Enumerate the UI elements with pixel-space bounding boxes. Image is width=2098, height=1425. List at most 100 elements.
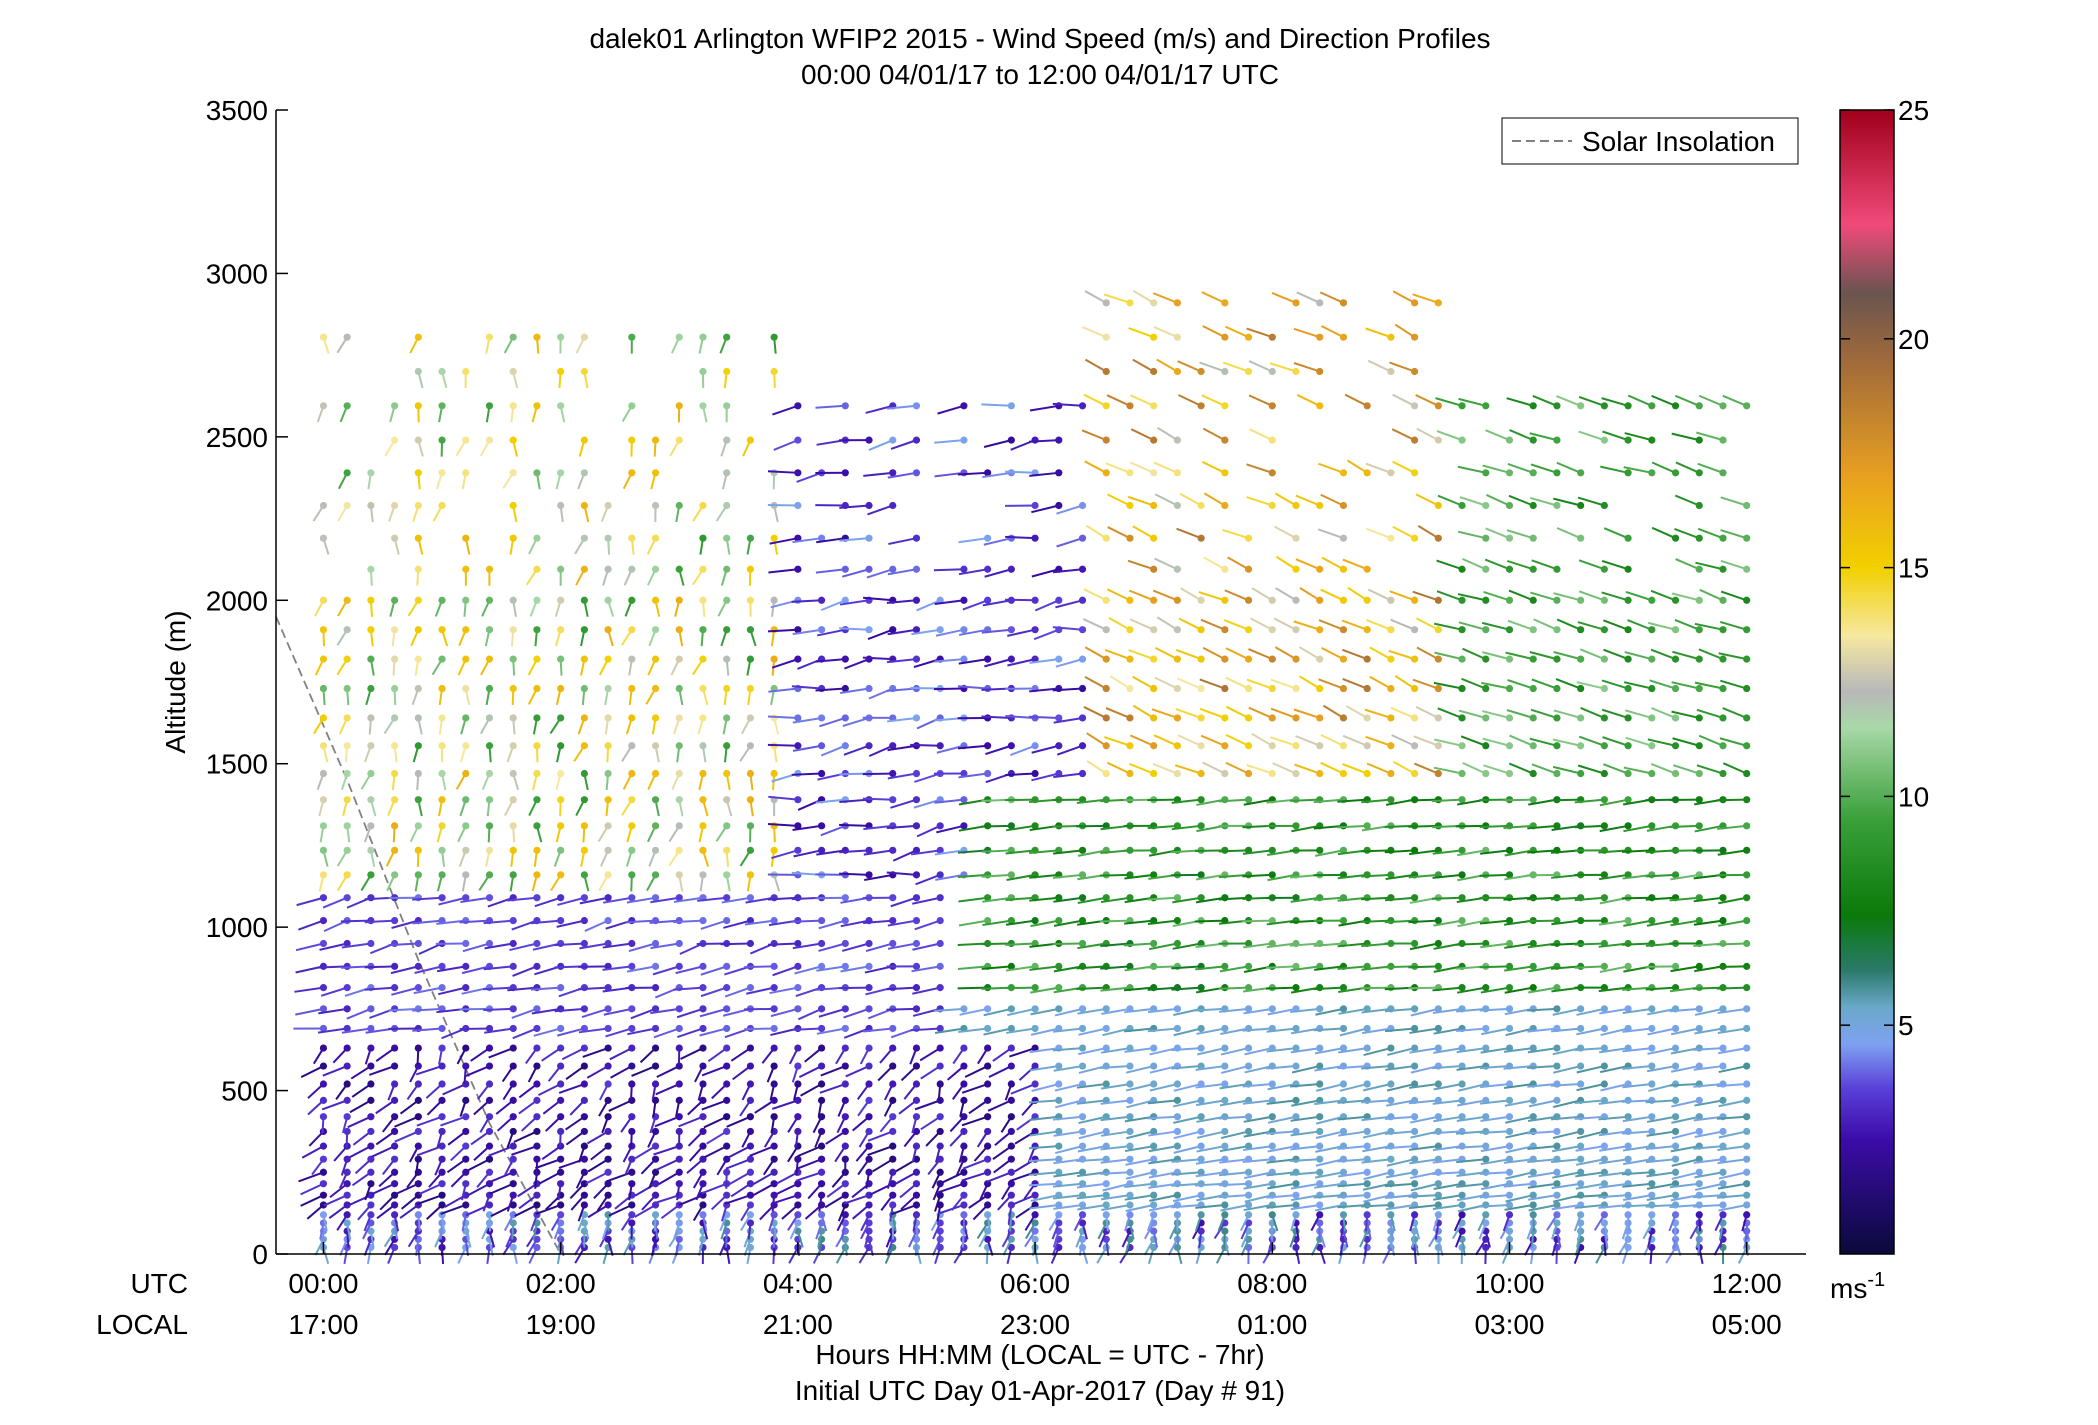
wind-barb bbox=[1456, 1115, 1486, 1122]
wind-barb-dot bbox=[1150, 534, 1158, 542]
wind-barb-dot bbox=[1648, 596, 1656, 604]
wind-barb-dot bbox=[1244, 333, 1253, 341]
wind-barb-dot bbox=[1719, 1044, 1727, 1052]
wind-barb bbox=[1274, 525, 1297, 540]
wind-barb bbox=[1480, 1158, 1510, 1166]
wind-barb-dot bbox=[438, 894, 446, 902]
wind-barb bbox=[1459, 496, 1487, 507]
wind-barb-dot bbox=[1458, 1227, 1466, 1235]
wind-barb-dot bbox=[1577, 822, 1585, 830]
wind-barb-dot bbox=[1173, 501, 1181, 510]
wind-barb-dot bbox=[580, 1024, 588, 1033]
wind-barb bbox=[1576, 1007, 1605, 1016]
wind-barb bbox=[412, 1007, 443, 1012]
wind-barb-dot bbox=[723, 796, 731, 804]
wind-barb bbox=[865, 404, 894, 414]
wind-barb-dot bbox=[912, 469, 921, 477]
wind-barb-dot bbox=[580, 742, 588, 750]
wind-barb-dot bbox=[675, 1080, 683, 1088]
wind-barb bbox=[388, 1007, 419, 1012]
wind-barb bbox=[1432, 1007, 1463, 1015]
wind-barb bbox=[554, 942, 585, 947]
wind-barb-dot bbox=[794, 1127, 802, 1136]
wind-barb-dot bbox=[889, 1113, 897, 1121]
wind-barb-dot bbox=[1363, 655, 1371, 663]
wind-barb-dot bbox=[1244, 1219, 1253, 1227]
wind-barb-dot bbox=[1577, 1127, 1585, 1136]
wind-barb-dot bbox=[1411, 1080, 1419, 1088]
wind-barb bbox=[1552, 765, 1581, 775]
wind-barb bbox=[1456, 849, 1486, 857]
wind-barb-dot bbox=[1505, 1024, 1514, 1033]
wind-barb bbox=[1670, 965, 1700, 973]
wind-barb-dot bbox=[1553, 894, 1561, 902]
wind-barb-dot bbox=[817, 917, 826, 925]
wind-barb bbox=[886, 824, 917, 830]
wind-barb bbox=[1015, 1204, 1036, 1219]
wind-barb bbox=[565, 1130, 585, 1146]
wind-barb bbox=[1082, 326, 1107, 339]
wind-barb-dot bbox=[1743, 1211, 1751, 1219]
wind-barb-dot bbox=[343, 846, 351, 854]
wind-barb bbox=[1124, 1047, 1154, 1053]
wind-barb-dot bbox=[1031, 984, 1039, 992]
wind-barb-dot bbox=[723, 846, 731, 854]
wind-barb-dot bbox=[1363, 894, 1371, 902]
wind-barb bbox=[744, 919, 775, 926]
wind-barb-dot bbox=[794, 1080, 802, 1088]
wind-barb-dot bbox=[699, 1191, 707, 1199]
wind-barb-dot bbox=[1434, 1168, 1442, 1176]
wind-barb bbox=[1693, 1194, 1724, 1199]
wind-barb-dot bbox=[1055, 742, 1063, 750]
wind-barb bbox=[1055, 599, 1083, 609]
wind-barb-dot bbox=[1197, 534, 1205, 542]
wind-barb-dot bbox=[1268, 1005, 1276, 1013]
wind-barb-dot bbox=[1197, 871, 1205, 879]
wind-barb bbox=[1720, 529, 1747, 540]
wind-barb-dot bbox=[817, 962, 826, 970]
wind-barb bbox=[1551, 1182, 1581, 1190]
wind-barb bbox=[1007, 658, 1036, 667]
wind-barb bbox=[1056, 504, 1083, 515]
wind-barb bbox=[1576, 1027, 1605, 1036]
wind-barb-dot bbox=[533, 1142, 541, 1150]
wind-barb bbox=[1172, 1099, 1202, 1108]
wind-barb bbox=[1574, 1047, 1605, 1052]
wind-barb-dot bbox=[1031, 1080, 1039, 1088]
wind-barb-dot bbox=[367, 1080, 375, 1088]
wind-barb-dot bbox=[723, 1096, 731, 1104]
wind-barb bbox=[1651, 461, 1676, 474]
wind-barb bbox=[1177, 360, 1202, 373]
wind-barb bbox=[767, 896, 798, 901]
wind-barb bbox=[767, 715, 798, 719]
wind-barb-dot bbox=[604, 1211, 612, 1219]
wind-barb-dot bbox=[391, 1080, 399, 1088]
wind-barb bbox=[1342, 734, 1368, 747]
wind-barb bbox=[797, 1007, 822, 1021]
wind-barb-dot bbox=[1719, 684, 1727, 693]
wind-barb-dot bbox=[1529, 655, 1537, 663]
wind-barb bbox=[1361, 1115, 1391, 1122]
wind-barb-dot bbox=[1007, 655, 1015, 663]
wind-barb-dot bbox=[1244, 534, 1253, 542]
wind-barb-dot bbox=[1292, 769, 1300, 778]
wind-barb-dot bbox=[1743, 894, 1751, 902]
wind-barb-dot bbox=[1719, 1096, 1727, 1104]
wind-barb bbox=[1601, 679, 1629, 690]
wind-barb-dot bbox=[699, 402, 707, 410]
wind-barb-dot bbox=[604, 1062, 612, 1070]
wind-barb bbox=[797, 798, 822, 811]
wind-barb-dot bbox=[533, 962, 541, 970]
wind-barb bbox=[1362, 1130, 1392, 1139]
wind-barb-dot bbox=[746, 626, 755, 634]
wind-barb-dot bbox=[746, 846, 755, 854]
wind-barb-dot bbox=[1150, 1168, 1158, 1176]
y-tick-label: 3500 bbox=[206, 95, 268, 126]
wind-barb-dot bbox=[699, 501, 707, 510]
wind-barb-dot bbox=[1102, 769, 1110, 778]
wind-barb-dot bbox=[770, 1191, 778, 1199]
wind-barb-dot bbox=[367, 469, 375, 477]
wind-barb-dot bbox=[675, 1180, 683, 1188]
wind-barb-dot bbox=[794, 469, 802, 477]
wind-barb bbox=[1484, 558, 1510, 571]
